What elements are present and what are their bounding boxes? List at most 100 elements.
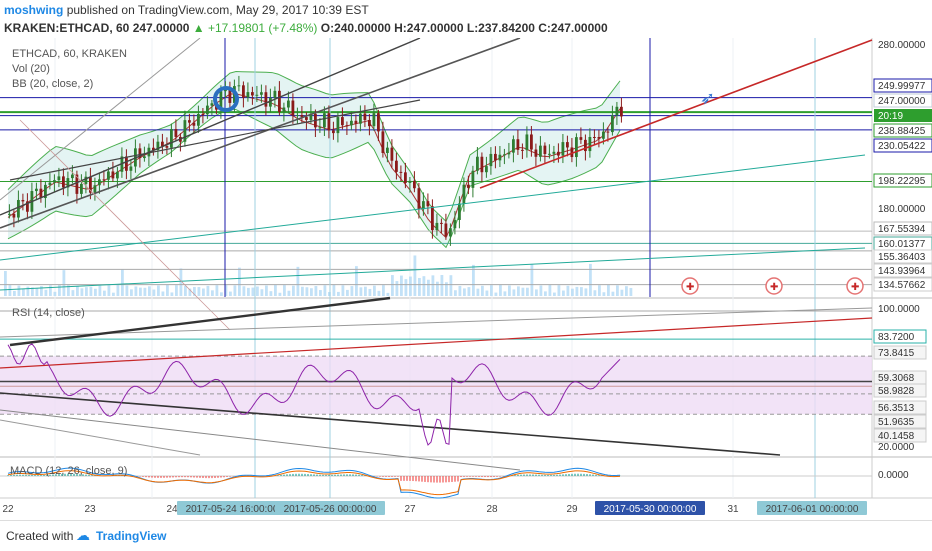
price-axis-label: 238.88425 bbox=[878, 126, 926, 137]
x-tick-label: 23 bbox=[84, 504, 96, 515]
candle-body bbox=[557, 152, 560, 156]
volume-bar bbox=[18, 286, 21, 296]
price-axis-label: 230.05422 bbox=[878, 141, 926, 152]
candle-body bbox=[476, 157, 479, 171]
volume-bar bbox=[63, 270, 66, 296]
candle-body bbox=[98, 179, 101, 185]
volume-bar bbox=[571, 289, 574, 296]
volume-bar bbox=[616, 285, 619, 296]
candle-body bbox=[71, 175, 74, 179]
macd-pane[interactable] bbox=[0, 458, 872, 498]
candle-body bbox=[422, 201, 425, 209]
candle-body bbox=[193, 123, 196, 126]
volume-bar bbox=[364, 287, 367, 296]
tradingview-link[interactable]: TradingView bbox=[96, 529, 166, 543]
candle-body bbox=[287, 101, 290, 108]
author-link[interactable]: moshwing bbox=[4, 3, 63, 17]
volume-bar bbox=[351, 286, 354, 296]
volume-bar bbox=[414, 255, 417, 296]
volume-bar bbox=[22, 289, 25, 296]
volume-bar bbox=[576, 287, 579, 296]
volume-bar bbox=[580, 287, 583, 296]
volume-bar bbox=[594, 290, 597, 296]
volume-bar bbox=[270, 291, 273, 296]
volume-bar bbox=[526, 288, 529, 296]
volume-bar bbox=[144, 288, 147, 296]
volume-bar bbox=[292, 286, 295, 296]
rsi-axis-label: 58.9828 bbox=[878, 386, 915, 397]
candle-body bbox=[467, 185, 470, 188]
candle-body bbox=[184, 120, 187, 142]
main-legend-symbol: ETHCAD, 60, KRAKEN bbox=[12, 48, 127, 60]
x-tick-label: 2017-05-30 00:00:00 bbox=[604, 504, 697, 515]
x-tick-label: 27 bbox=[404, 504, 416, 515]
macd-legend: MACD (12, 26, close, 9) bbox=[10, 465, 127, 477]
volume-bar bbox=[184, 286, 187, 296]
volume-bar bbox=[391, 275, 394, 296]
candle-body bbox=[278, 91, 281, 112]
candle-body bbox=[206, 106, 209, 115]
volume-bar bbox=[315, 286, 318, 296]
volume-bar bbox=[243, 286, 246, 296]
candle-body bbox=[143, 156, 146, 158]
volume-bar bbox=[9, 285, 12, 296]
candle-body bbox=[589, 137, 592, 151]
event-flag-glyph: ✚ bbox=[770, 282, 778, 293]
volume-bar bbox=[198, 287, 201, 296]
volume-bar bbox=[495, 293, 498, 296]
candle-body bbox=[305, 117, 308, 120]
volume-bar bbox=[477, 289, 480, 296]
candle-body bbox=[292, 101, 295, 116]
event-flag-glyph: ✚ bbox=[851, 282, 859, 293]
candle-body bbox=[508, 153, 511, 155]
rsi-axis-label: 56.3513 bbox=[878, 403, 915, 414]
volume-bar bbox=[603, 292, 606, 296]
price-chart[interactable]: 22 23 24 2017-05-24 16:00:00 2017-05-26 00:0… bbox=[0, 38, 932, 520]
volume-bar bbox=[355, 266, 358, 296]
volume-bar bbox=[337, 292, 340, 296]
volume-bar bbox=[342, 285, 345, 296]
candle-body bbox=[368, 120, 371, 126]
candle-body bbox=[593, 137, 596, 138]
candle-body bbox=[395, 161, 398, 172]
candle-body bbox=[436, 223, 439, 230]
candle-body bbox=[517, 139, 520, 150]
candle-body bbox=[445, 223, 448, 236]
volume-bar bbox=[450, 275, 453, 296]
volume-bar bbox=[135, 286, 138, 296]
volume-bar bbox=[378, 291, 381, 296]
volume-bar bbox=[382, 285, 385, 296]
volume-bar bbox=[301, 287, 304, 296]
rsi-axis-label: 20.0000 bbox=[878, 442, 915, 453]
volume-bar bbox=[373, 286, 376, 296]
volume-bar bbox=[553, 293, 556, 296]
ohlc-values: O:240.00000 H:247.00000 L:237.84200 C:24… bbox=[321, 21, 608, 35]
candle-body bbox=[431, 206, 434, 230]
volume-bar bbox=[522, 288, 525, 296]
candle-body bbox=[251, 92, 254, 95]
volume-bar bbox=[148, 286, 151, 296]
candle-body bbox=[256, 95, 259, 96]
candle-body bbox=[485, 166, 488, 172]
volume-bar bbox=[549, 285, 552, 296]
price-axis-label: 247.00000 bbox=[878, 96, 926, 107]
volume-bar bbox=[202, 288, 205, 296]
x-tick-label: 29 bbox=[566, 504, 578, 515]
volume-bar bbox=[220, 292, 223, 296]
x-tick-label: 24 bbox=[166, 504, 178, 515]
volume-bar bbox=[279, 293, 282, 296]
candle-body bbox=[440, 223, 443, 224]
candle-body bbox=[238, 85, 241, 86]
volume-bar bbox=[108, 285, 111, 296]
candle-body bbox=[202, 114, 205, 115]
volume-bar bbox=[598, 285, 601, 296]
volume-bar bbox=[432, 275, 435, 296]
candle-body bbox=[539, 146, 542, 157]
volume-bar bbox=[126, 285, 129, 296]
volume-bar bbox=[567, 286, 570, 296]
volume-bar bbox=[558, 285, 561, 296]
candle-body bbox=[503, 154, 506, 155]
macd-axis-label: 0.0000 bbox=[878, 470, 909, 481]
volume-bar bbox=[207, 286, 210, 296]
candle-body bbox=[332, 130, 335, 133]
